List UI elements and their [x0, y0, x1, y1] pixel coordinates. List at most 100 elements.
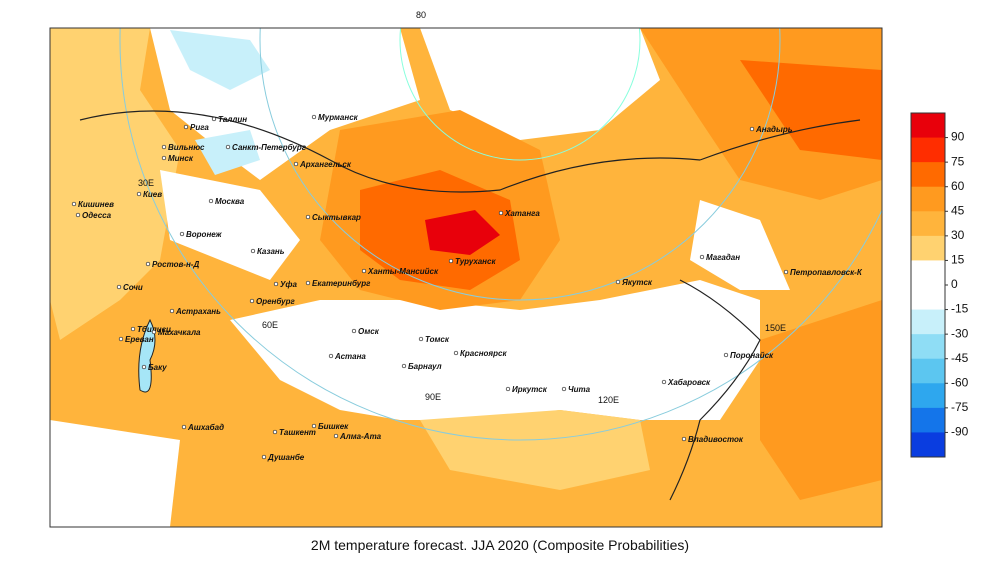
city-dot	[361, 268, 367, 274]
city-label: Ростов-н-Д	[152, 260, 199, 269]
caption: 2M temperature forecast. JJA 2020 (Compo…	[311, 537, 689, 553]
colorbar-segment	[911, 309, 945, 335]
colorbar-label: -30	[951, 326, 969, 340]
region	[195, 130, 260, 175]
city-label: Астана	[334, 352, 366, 361]
city-dot	[328, 353, 334, 359]
city-dot	[161, 144, 167, 150]
city-label: Алма-Ата	[339, 432, 382, 441]
longitude-label: 60E	[262, 320, 278, 330]
city-dot	[351, 328, 357, 334]
caspian-sea	[138, 318, 156, 393]
city-dot	[749, 126, 755, 132]
city-dot	[311, 114, 317, 120]
longitude-label: 120E	[598, 395, 619, 405]
city-label: Поронайск	[730, 351, 774, 360]
colorbar-segment	[911, 432, 945, 458]
city-label: Чита	[568, 385, 591, 394]
city-label: Рига	[190, 123, 209, 132]
city-label: Анадырь	[755, 125, 793, 134]
colorbar-segment	[911, 285, 945, 311]
region	[690, 200, 790, 290]
colorbar-label: 30	[951, 228, 965, 242]
city-dot	[261, 454, 267, 460]
city-dot	[661, 379, 667, 385]
city-dot	[293, 161, 299, 167]
city-label: Таллин	[218, 115, 247, 124]
colorbar-label: 75	[951, 154, 965, 168]
city-label: Ташкент	[279, 428, 316, 437]
city-label: Мурманск	[318, 113, 359, 122]
city-label: Астрахань	[175, 307, 221, 316]
city-label: Бишкек	[318, 422, 349, 431]
city-dot	[225, 144, 231, 150]
city-label: Казань	[257, 247, 285, 256]
colorbar-segment	[911, 260, 945, 286]
colorbar-label: 45	[951, 203, 965, 217]
colorbar-label: -60	[951, 375, 969, 389]
city-label: Ереван	[125, 335, 154, 344]
city-dot	[418, 336, 424, 342]
longitude-label: 30E	[138, 178, 154, 188]
city-dot	[723, 352, 729, 358]
city-dot	[118, 336, 124, 342]
colorbar-label: -15	[951, 302, 969, 316]
region	[760, 300, 882, 500]
city-label: Барнаул	[408, 362, 442, 371]
colorbar-segment	[911, 383, 945, 409]
region	[160, 170, 300, 280]
city-dot	[305, 280, 311, 286]
city-dot	[250, 248, 256, 254]
city-dot	[211, 116, 217, 122]
city-dot	[136, 191, 142, 197]
region	[420, 410, 650, 490]
latitude-label: 80	[416, 10, 426, 20]
graticule	[119, 28, 882, 441]
city-label: Тбилиси	[137, 325, 171, 334]
city-dot	[141, 364, 147, 370]
city-dot	[401, 363, 407, 369]
city-label: Владивосток	[688, 435, 744, 444]
city-dot	[273, 281, 279, 287]
colorbar-segment	[911, 162, 945, 188]
city-label: Баку	[148, 363, 167, 372]
coastline	[79, 110, 701, 193]
colorbar-segment	[911, 334, 945, 360]
city-label: Омск	[358, 327, 380, 336]
colorbar-segment	[911, 113, 945, 139]
colorbar-label: -45	[951, 351, 969, 365]
city-dot	[615, 279, 621, 285]
city-label: Воронеж	[186, 230, 223, 239]
city-dot	[208, 198, 214, 204]
city-label: Санкт-Петербург	[232, 143, 307, 152]
city-dot	[181, 424, 187, 430]
map-frame	[49, 27, 883, 528]
colorbar-segment	[911, 407, 945, 433]
coastline	[699, 119, 861, 161]
city-dot	[305, 214, 311, 220]
city-label: Сочи	[123, 283, 143, 292]
city-label: Екатеринбург	[312, 279, 371, 288]
city-dot	[561, 386, 567, 392]
graticule	[399, 28, 641, 161]
longitude-label: 150E	[765, 323, 786, 333]
region	[230, 280, 760, 420]
city-dot	[75, 212, 81, 218]
city-label: Киев	[143, 190, 162, 199]
city-label: Томск	[425, 335, 450, 344]
city-label: Туруханск	[455, 257, 496, 266]
city-dot	[453, 350, 459, 356]
city-dot	[116, 284, 122, 290]
city-dot	[311, 423, 317, 429]
city-label: Ашхабад	[187, 423, 224, 432]
colorbar-label: 60	[951, 179, 965, 193]
city-label: Москва	[215, 197, 245, 206]
city-dot	[151, 329, 157, 335]
longitude-label: 90E	[425, 392, 441, 402]
city-label: Сыктывкар	[312, 213, 361, 222]
city-label: Оренбург	[256, 297, 295, 306]
city-dot	[699, 254, 705, 260]
region	[425, 210, 500, 255]
city-dot	[169, 308, 175, 314]
city-label: Одесса	[82, 211, 112, 220]
